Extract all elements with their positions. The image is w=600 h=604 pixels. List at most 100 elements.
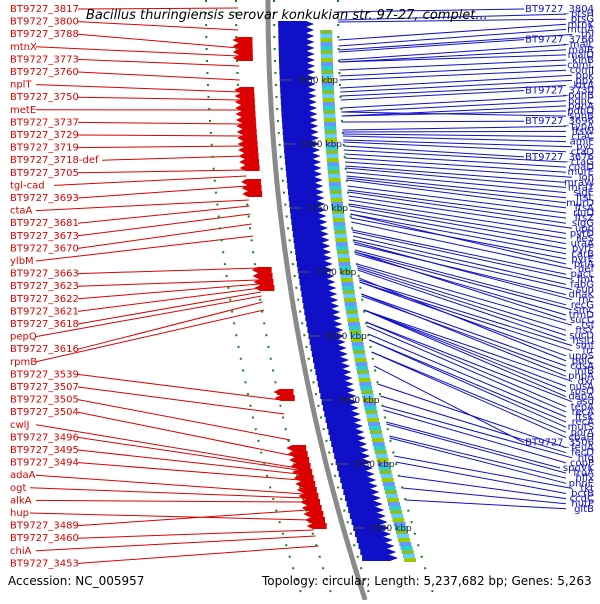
- left-gene-label: ylbM: [10, 256, 34, 267]
- left-gene-label: cwlJ: [10, 420, 29, 431]
- cog-color-block: [324, 126, 336, 130]
- forward-gene-arrow: [313, 357, 349, 363]
- forward-gene-arrow: [285, 159, 321, 165]
- left-leader-line: [78, 72, 240, 80]
- cog-color-block: [341, 278, 353, 282]
- forward-gene-arrow: [333, 447, 369, 453]
- left-gene-label: BT9727_3622: [10, 294, 79, 305]
- cog-color-block: [347, 318, 359, 322]
- left-leader-line: [78, 206, 249, 223]
- cog-color-block: [381, 474, 393, 478]
- position-tick-label: 3650 kbp: [324, 332, 367, 342]
- position-tick-label: 3800 kbp: [300, 140, 343, 150]
- cog-color-block: [342, 282, 354, 286]
- forward-gene-arrow: [278, 33, 314, 39]
- reverse-gene-arrow: [239, 153, 259, 159]
- genome-info-label: Topology: circular; Length: 5,237,682 bp…: [262, 574, 592, 588]
- right-leader-line: [374, 366, 524, 443]
- left-gene-label: BT9727_3718-def: [10, 155, 99, 166]
- cog-color-block: [334, 230, 346, 234]
- cog-color-block: [322, 90, 334, 94]
- right-leader-line: [343, 134, 566, 137]
- left-leader-line: [78, 387, 284, 414]
- cog-color-block: [321, 46, 333, 50]
- left-leader-line: [78, 374, 281, 400]
- cog-color-block: [323, 102, 335, 106]
- cog-color-block: [383, 482, 395, 486]
- cog-color-block: [403, 554, 415, 558]
- cog-color-block: [345, 306, 357, 310]
- left-gene-label: BT9727_3453: [10, 558, 79, 569]
- position-tick-label: 3550 kbp: [352, 460, 395, 470]
- cog-color-block: [345, 302, 357, 306]
- forward-gene-arrow: [285, 153, 321, 159]
- cog-color-block: [373, 442, 385, 446]
- cog-color-block: [321, 58, 333, 62]
- cog-color-block: [339, 262, 351, 266]
- forward-gene-arrow: [315, 369, 351, 375]
- forward-gene-arrow: [306, 321, 342, 327]
- right-leader-line: [394, 456, 572, 488]
- forward-gene-arrow: [281, 99, 317, 105]
- reverse-gene-arrow: [307, 523, 327, 529]
- left-leader-line: [78, 546, 318, 563]
- forward-gene-arrow: [300, 285, 336, 291]
- left-leader-line: [36, 85, 240, 92]
- forward-gene-arrow: [286, 165, 322, 171]
- cog-color-block: [328, 170, 340, 174]
- reverse-gene-arrow: [236, 117, 256, 123]
- forward-gene-arrow: [281, 105, 317, 111]
- reverse-gene-arrow: [238, 147, 258, 153]
- reverse-gene-arrow: [234, 93, 254, 99]
- left-gene-label: BT9727_3505: [10, 395, 79, 406]
- left-gene-label: BT9727_3507: [10, 382, 79, 393]
- cog-color-block: [322, 94, 334, 98]
- forward-gene-arrow: [339, 471, 375, 477]
- left-gene-label: nplT: [10, 80, 32, 91]
- cog-color-block: [392, 518, 404, 522]
- cog-color-block: [361, 390, 373, 394]
- forward-gene-arrow: [280, 93, 316, 99]
- cog-color-block: [387, 498, 399, 502]
- left-gene-label: BT9727_3737: [10, 117, 79, 128]
- forward-gene-arrow: [312, 351, 348, 357]
- cog-color-block: [327, 166, 339, 170]
- cog-color-block: [336, 242, 348, 246]
- cog-color-block: [324, 118, 336, 122]
- reverse-gene-arrow: [303, 511, 323, 517]
- cog-color-block: [347, 314, 359, 318]
- left-leader-line: [54, 176, 246, 185]
- left-gene-label: BT9727_3460: [10, 533, 79, 544]
- forward-gene-arrow: [340, 477, 376, 483]
- forward-gene-arrow: [294, 237, 330, 243]
- left-gene-label: alkA: [10, 495, 32, 506]
- cog-color-block: [365, 406, 377, 410]
- position-tick-label: 3750 kbp: [306, 204, 349, 214]
- cog-color-block: [359, 382, 371, 386]
- cog-color-block: [355, 358, 367, 362]
- left-gene-label: pepQ: [10, 332, 37, 343]
- left-gene-label: BT9727_3496: [10, 432, 79, 443]
- left-leader-line: [78, 530, 314, 538]
- cog-color-block: [359, 378, 371, 382]
- forward-gene-arrow: [357, 537, 393, 543]
- left-gene-label: tgl-cad: [10, 180, 45, 191]
- reverse-gene-arrow: [305, 517, 325, 523]
- cog-color-block: [352, 342, 364, 346]
- cog-color-block: [342, 286, 354, 290]
- cog-color-block: [328, 174, 340, 178]
- forward-gene-arrow: [299, 279, 335, 285]
- forward-gene-arrow: [343, 489, 379, 495]
- left-gene-label: BT9727_3539: [10, 369, 79, 380]
- forward-gene-arrow: [303, 303, 339, 309]
- left-gene-label: adaA: [10, 470, 36, 481]
- forward-gene-arrow: [358, 543, 394, 549]
- cog-color-block: [321, 62, 333, 66]
- cog-color-block: [326, 154, 338, 158]
- right-leader-line: [346, 168, 566, 188]
- left-leader-line: [78, 510, 308, 526]
- forward-gene-arrow: [283, 129, 319, 135]
- forward-gene-arrow: [287, 183, 323, 189]
- cog-color-block: [398, 538, 410, 542]
